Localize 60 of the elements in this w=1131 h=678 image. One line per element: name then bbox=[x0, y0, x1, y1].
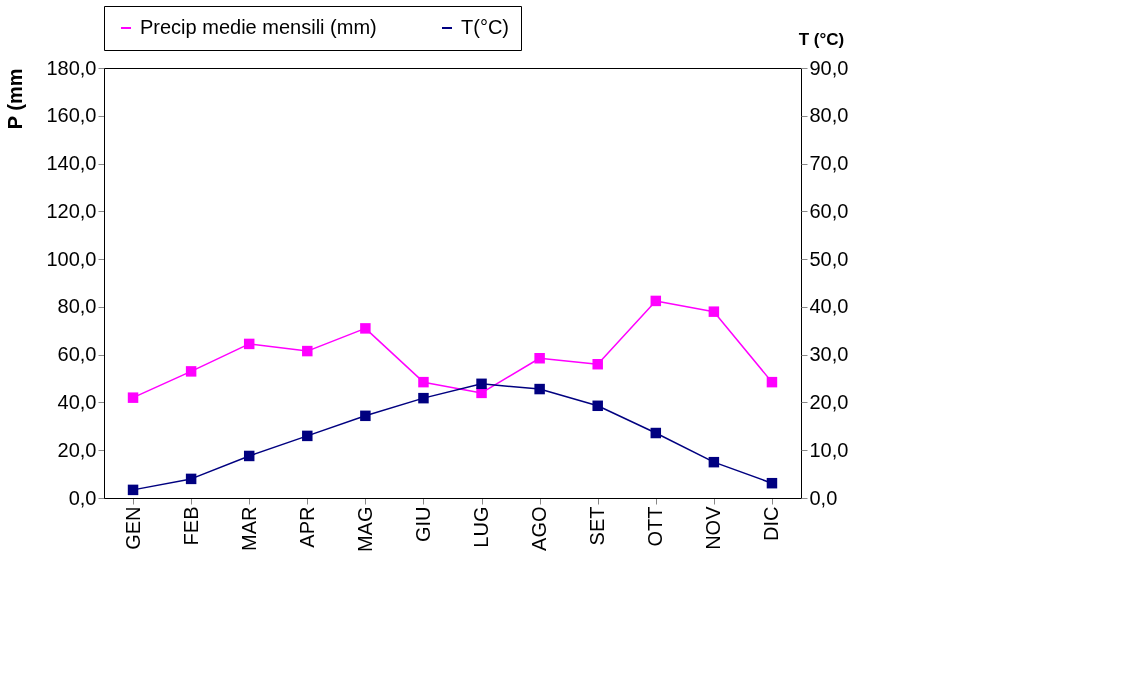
x-tick-label: AGO bbox=[528, 506, 551, 551]
point bbox=[534, 383, 545, 395]
point bbox=[243, 450, 255, 462]
x-tick-label: GEN bbox=[121, 506, 144, 550]
point bbox=[185, 366, 197, 377]
point bbox=[302, 345, 313, 357]
y-axis-title: P (mm bbox=[4, 68, 27, 130]
y2-tick-label: 40,0 bbox=[809, 295, 849, 318]
point bbox=[592, 358, 603, 370]
x-tick-label: MAG bbox=[353, 506, 376, 553]
y2-tick-label: 0,0 bbox=[809, 486, 838, 509]
y-tick-label: 20,0 bbox=[57, 438, 97, 461]
y2-tick-label: 30,0 bbox=[809, 343, 849, 366]
y-tick-label: 180,0 bbox=[46, 56, 97, 79]
y2-tick-label: 60,0 bbox=[809, 199, 849, 222]
y2-tick-label: 10,0 bbox=[809, 438, 849, 461]
point bbox=[476, 387, 487, 399]
point bbox=[534, 353, 545, 364]
point bbox=[476, 378, 487, 390]
point bbox=[127, 392, 139, 403]
y2-tick-label: 80,0 bbox=[809, 104, 849, 127]
y-tick-label: 100,0 bbox=[46, 247, 97, 270]
legend-label: Precip medie mensili (mm) bbox=[140, 16, 377, 38]
y-tick-label: 160,0 bbox=[46, 104, 97, 127]
point bbox=[185, 473, 197, 485]
x-tick-label: SET bbox=[586, 506, 609, 546]
point bbox=[302, 430, 313, 442]
y-tick-label: 140,0 bbox=[46, 152, 97, 175]
point bbox=[418, 392, 429, 404]
point bbox=[650, 295, 662, 307]
point bbox=[766, 477, 778, 489]
x-tick-label: OTT bbox=[644, 506, 667, 547]
point bbox=[418, 376, 429, 388]
y2-tick-label: 90,0 bbox=[809, 56, 849, 79]
legend-label: T(°C) bbox=[461, 16, 509, 38]
y-tick-label: 80,0 bbox=[57, 295, 97, 318]
y2-tick-label: 70,0 bbox=[809, 152, 849, 175]
y-tick-label: 120,0 bbox=[46, 199, 97, 222]
x-tick-label: APR bbox=[295, 506, 318, 548]
point bbox=[650, 427, 662, 439]
x-tick-label: FEB bbox=[179, 506, 202, 546]
point bbox=[708, 306, 720, 317]
x-tick-label: GIU bbox=[411, 506, 434, 543]
point bbox=[766, 376, 778, 388]
y-tick-label: 0,0 bbox=[68, 486, 97, 509]
x-tick-label: LUG bbox=[470, 506, 493, 548]
point bbox=[592, 400, 603, 412]
y2-tick-label: 50,0 bbox=[809, 247, 849, 270]
point bbox=[127, 484, 139, 496]
x-tick-label: NOV bbox=[702, 505, 725, 550]
point bbox=[360, 410, 371, 422]
x-tick-label: MAR bbox=[237, 506, 260, 551]
point bbox=[243, 338, 255, 350]
y2-axis-title: T (°C) bbox=[798, 29, 845, 49]
point bbox=[708, 456, 720, 468]
y-tick-label: 40,0 bbox=[57, 390, 97, 413]
x-tick-label: DIC bbox=[760, 506, 783, 541]
y-tick-label: 60,0 bbox=[57, 343, 97, 366]
y2-tick-label: 20,0 bbox=[809, 390, 849, 413]
point bbox=[360, 323, 371, 334]
